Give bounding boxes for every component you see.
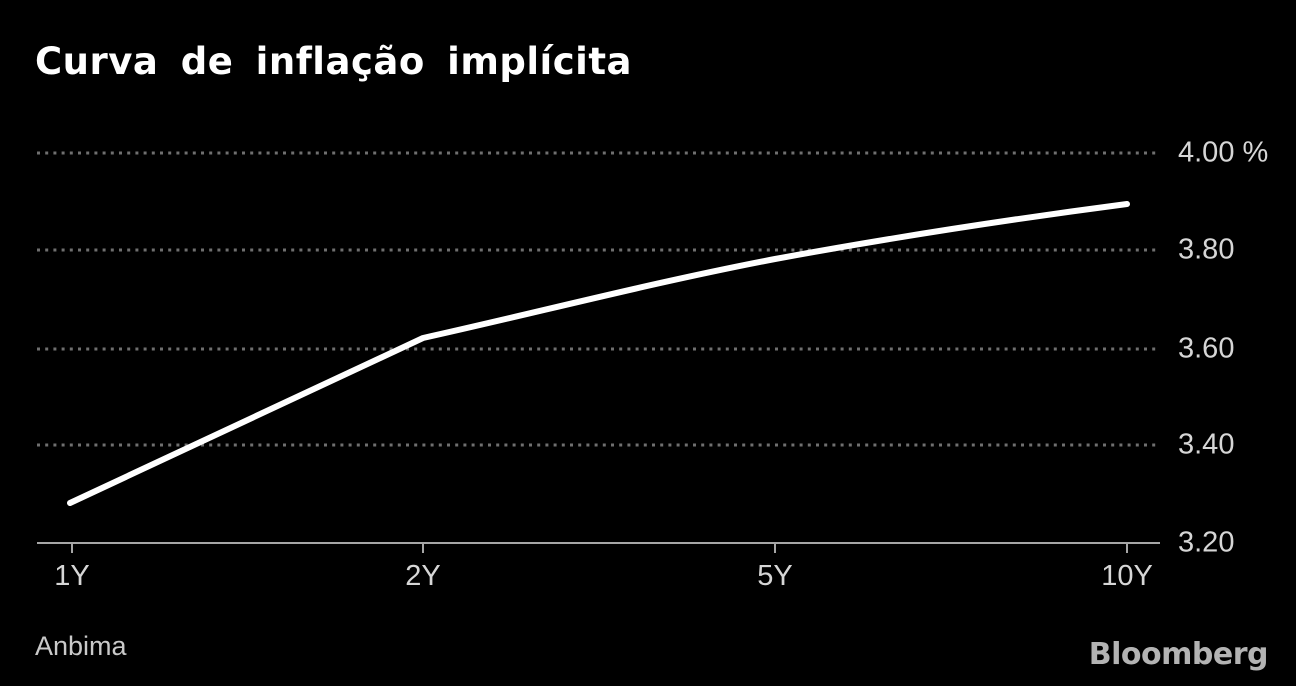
y-axis-label-3.20: 3.20 [1178, 526, 1235, 559]
x-axis-label-2y: 2Y [405, 560, 441, 592]
y-axis-label-3.60: 3.60 [1178, 332, 1235, 365]
y-axis-label-3.80: 3.80 [1178, 233, 1235, 266]
x-axis-label-5y: 5Y [757, 560, 793, 592]
x-axis-label-1y: 1Y [54, 560, 90, 592]
y-axis-label-4.00: 4.00 % [1178, 136, 1269, 169]
chart-title: Curva de inflação implícita [35, 40, 632, 83]
inflation-curve-line [67, 201, 1130, 506]
bloomberg-logo: Bloomberg [1088, 637, 1269, 672]
source-label: Anbima [35, 631, 127, 661]
x-axis-label-10y: 10Y [1101, 560, 1153, 592]
y-axis-label-3.40: 3.40 [1178, 428, 1235, 461]
